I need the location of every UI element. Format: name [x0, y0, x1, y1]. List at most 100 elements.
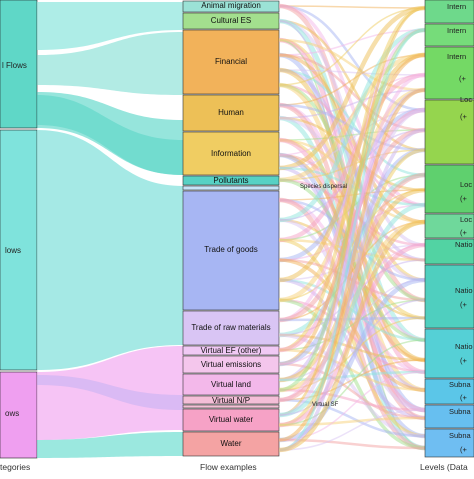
flow-label-water: Water — [220, 439, 242, 448]
level-label-1: Intern — [447, 26, 467, 35]
level-link-42 — [278, 109, 426, 169]
level-label-8b: (+ — [460, 356, 467, 365]
flow-node-water — [182, 431, 280, 457]
level-label-4: Loc — [460, 180, 473, 189]
level-label-2: Intern — [447, 52, 467, 61]
level-label-5: Loc — [460, 215, 473, 224]
flow-label-virtual-emissions: Virtual emissions — [200, 360, 262, 369]
level-label-11b: (+ — [460, 445, 467, 454]
level-link-80 — [278, 299, 426, 351]
level-node-0 — [424, 0, 474, 24]
flow-label-animal-migration: Animal migration — [201, 1, 261, 10]
level-label-10: Subna — [449, 407, 471, 416]
category-links — [37, 2, 183, 458]
flow-node-species-dispersal — [182, 185, 280, 191]
level-link-111 — [278, 88, 426, 442]
level-label-3: Loc — [460, 95, 473, 104]
link-cat-2b — [37, 375, 183, 410]
link-cat-0c — [37, 92, 183, 175]
level-link-44 — [278, 52, 426, 183]
level-node-8 — [424, 328, 474, 379]
level-node-3 — [424, 99, 474, 165]
level-link-32 — [278, 129, 426, 141]
flow-node-virtual-sf — [182, 404, 280, 409]
level-links — [278, 3, 426, 453]
link-cat-0 — [37, 2, 183, 50]
flow-label-virtual-water: Virtual water — [208, 415, 254, 424]
level-link-112 — [278, 409, 426, 451]
level-link-115 — [278, 219, 426, 453]
axis-label-levels: Levels (Data — [420, 462, 468, 472]
category-label-1: lows — [5, 246, 22, 255]
level-node-1 — [424, 23, 474, 47]
flow-label-virtual-ef-other: Virtual EF (other) — [200, 346, 262, 355]
flow-node-virtual-water — [182, 408, 280, 432]
level-link-67 — [278, 52, 426, 283]
level-link-82 — [278, 6, 426, 352]
flow-label-pollutants: Pollutants — [213, 176, 249, 185]
level-label-6: Natio — [455, 240, 473, 249]
flow-label-virtual-land: Virtual land — [211, 380, 251, 389]
level-link-75 — [278, 316, 426, 322]
level-node-2 — [424, 46, 474, 100]
level-label-8: Natio — [455, 342, 473, 351]
level-link-0 — [278, 5, 426, 9]
link-cat-1 — [37, 95, 183, 175]
link-cat-1b — [37, 130, 183, 370]
flow-label-human: Human — [218, 108, 244, 117]
level-node-7 — [424, 264, 474, 329]
level-node-4 — [424, 164, 474, 214]
level-link-54 — [278, 27, 426, 223]
level-link-41 — [278, 5, 426, 171]
level-link-113 — [278, 28, 426, 452]
level-label-7b: (+ — [460, 300, 467, 309]
flow-label-virtual-np: Virtual N/P — [211, 396, 251, 405]
level-link-26 — [278, 54, 426, 106]
axis-label-categories: tegories — [0, 462, 31, 472]
flow-label-cultural-es: Cultural ES — [210, 16, 252, 25]
category-node-2 — [0, 371, 38, 459]
level-link-102 — [278, 202, 426, 418]
annotation-virtual-sf: Virtual SF — [312, 402, 339, 408]
level-link-100 — [278, 6, 426, 417]
level-label-3b: (+ — [460, 112, 467, 121]
level-link-13 — [278, 29, 426, 56]
flow-node-trade-of-raw-materials — [182, 310, 280, 346]
link-cat-2c — [37, 432, 183, 458]
axis-label-flow-examples: Flow examples — [200, 462, 257, 472]
flow-node-human — [182, 94, 280, 132]
level-link-57 — [278, 72, 426, 243]
level-node-11 — [424, 428, 474, 458]
annotation-species-dispersal: Species dispersal — [300, 184, 348, 190]
link-cat-0b — [37, 32, 183, 95]
flow-node-financial — [182, 29, 280, 95]
level-link-29 — [278, 89, 426, 119]
category-node-0 — [0, 0, 38, 129]
level-node-5 — [424, 213, 474, 239]
category-label-2: ows — [5, 409, 20, 418]
category-label-0: l Flows — [2, 61, 27, 70]
level-node-9 — [424, 378, 474, 405]
category-node-1 — [0, 129, 38, 371]
flow-label-information: Information — [210, 149, 252, 158]
level-link-106 — [278, 339, 426, 426]
level-label-0: Intern — [447, 2, 467, 11]
level-link-70 — [278, 87, 426, 303]
flow-label-financial: Financial — [214, 57, 247, 66]
level-link-91 — [278, 370, 426, 382]
flow-node-trade-of-goods — [182, 190, 280, 311]
flow-node-virtual-land — [182, 373, 280, 396]
level-link-16 — [278, 69, 426, 76]
level-link-23 — [278, 7, 426, 86]
flow-label-trade-of-goods: Trade of goods — [204, 245, 258, 254]
level-label-5b: (+ — [460, 228, 467, 237]
level-label-11: Subna — [449, 431, 471, 440]
flow-label-trade-of-raw-materials: Trade of raw materials — [191, 323, 271, 332]
link-cat-2 — [37, 346, 183, 440]
level-label-2b: (+ — [459, 74, 466, 83]
level-node-6 — [424, 238, 474, 265]
level-link-114 — [278, 128, 426, 452]
level-label-7: Natio — [455, 286, 473, 295]
